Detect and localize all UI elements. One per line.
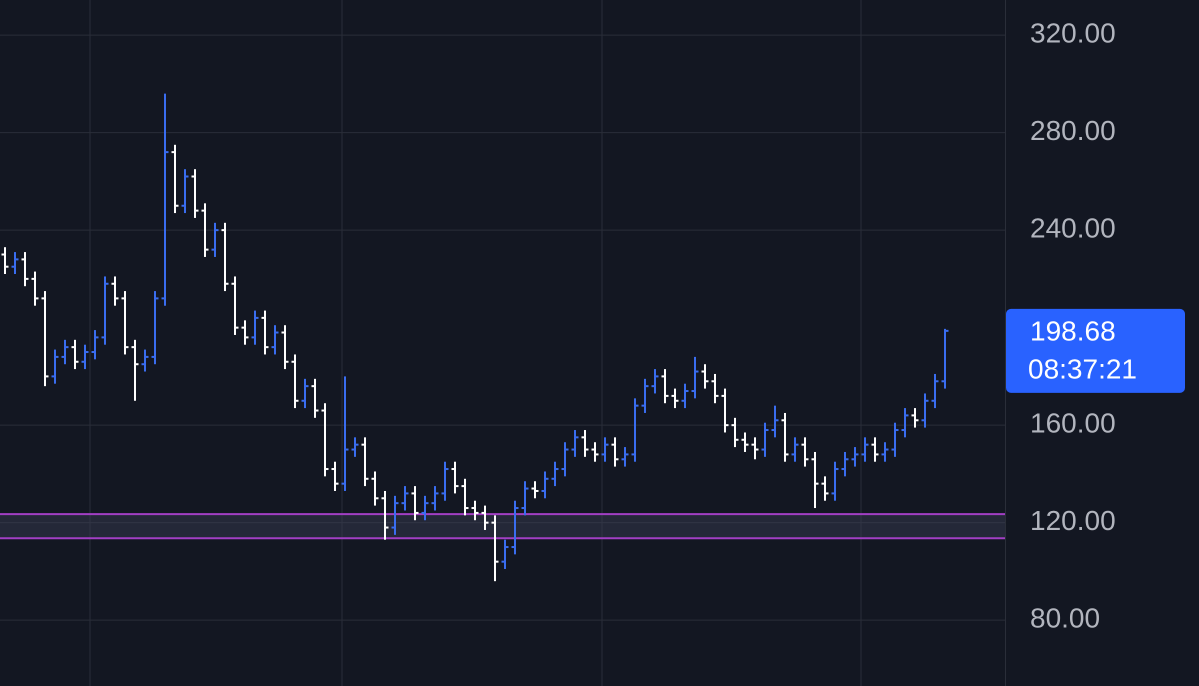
price-label-box bbox=[1006, 308, 1185, 393]
countdown: 08:37:21 bbox=[1028, 353, 1137, 384]
y-tick-label: 120.00 bbox=[1030, 505, 1116, 536]
y-tick-label: 240.00 bbox=[1030, 213, 1116, 244]
y-tick-label: 280.00 bbox=[1030, 115, 1116, 146]
y-tick-label: 160.00 bbox=[1030, 408, 1116, 439]
y-tick-label: 80.00 bbox=[1030, 603, 1100, 634]
zone bbox=[0, 514, 1005, 539]
last-price: 198.68 bbox=[1030, 315, 1116, 346]
y-tick-label: 320.00 bbox=[1030, 17, 1116, 48]
